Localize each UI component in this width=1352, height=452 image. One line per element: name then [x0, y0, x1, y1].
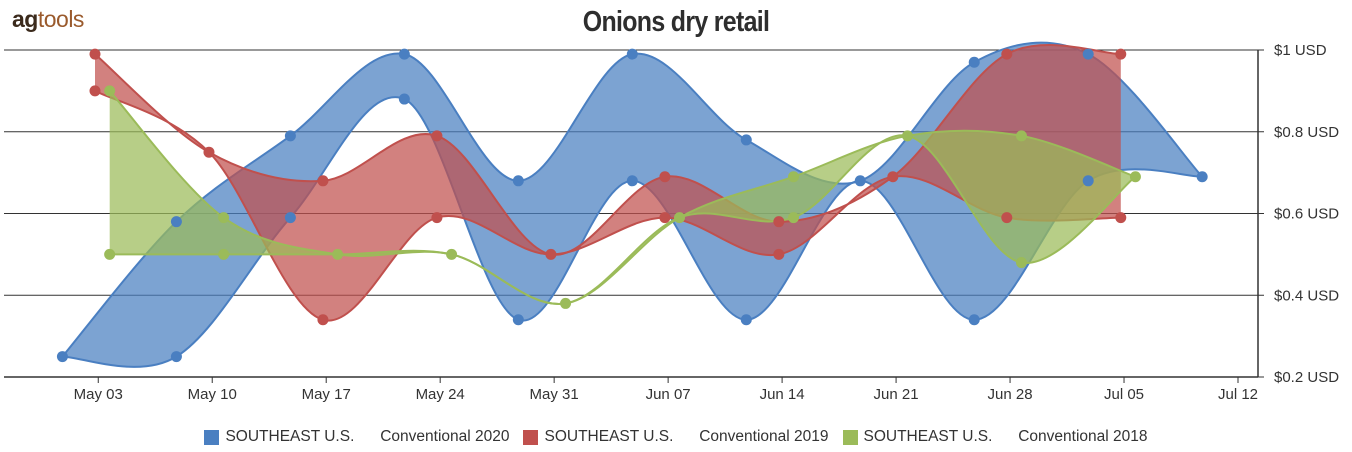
- series-2-low-line: [109, 134, 1137, 305]
- y-tick-label: $0.2 USD: [1274, 369, 1339, 386]
- series-2-low-point: [104, 248, 116, 260]
- series-0-low-point: [170, 351, 182, 363]
- y-tick-label: $1 USD: [1274, 42, 1327, 59]
- logo-part-ag: ag: [12, 6, 38, 32]
- series-1-high-line: [94, 44, 1121, 256]
- legend-swatch: [842, 429, 858, 445]
- series-0-high-point: [740, 134, 752, 146]
- series-1-low-point: [317, 314, 329, 326]
- x-tick-label: May 17: [302, 386, 351, 403]
- series-2-high-point: [901, 130, 913, 142]
- series-2-low-point: [218, 248, 230, 260]
- series-1-low-point: [431, 212, 443, 224]
- series-1-high-point: [887, 171, 899, 183]
- x-tick-label: Jun 14: [760, 386, 805, 403]
- series-0-high-point: [626, 48, 638, 60]
- legend-label: SOUTHEAST U.S. Conventional 2018: [863, 428, 1148, 445]
- x-tick-label: Jun 21: [874, 386, 919, 403]
- series-1-high-point: [1115, 48, 1127, 60]
- series-0-low-point: [968, 314, 980, 326]
- legend-swatch: [204, 429, 220, 445]
- legend-swatch: [523, 429, 539, 445]
- series-1-low-point: [659, 212, 671, 224]
- series-1-high-point: [317, 175, 329, 187]
- series-2-high-point: [446, 248, 458, 260]
- series-0-high-point: [170, 216, 182, 228]
- x-tick-label: May 03: [74, 386, 123, 403]
- series-0-low-point: [398, 93, 410, 105]
- series-0-high-point: [854, 175, 866, 187]
- y-tick-label: $0.6 USD: [1274, 206, 1339, 223]
- series-1-low-point: [773, 248, 785, 260]
- x-tick-label: May 31: [530, 386, 579, 403]
- series-1-high-point: [1001, 48, 1013, 60]
- x-tick-label: Jul 12: [1218, 386, 1258, 403]
- logo-part-tools: tools: [37, 6, 85, 32]
- series-2-high-point: [788, 171, 799, 183]
- series-1-high-point: [773, 216, 785, 228]
- x-tick-label: May 10: [188, 386, 237, 403]
- x-tick-label: Jun 28: [988, 386, 1033, 403]
- series-2-high-point: [674, 212, 686, 224]
- series-2-high-line: [108, 90, 1136, 305]
- agtools-logo[interactable]: agtools: [12, 6, 84, 33]
- y-tick-label: $0.4 USD: [1274, 287, 1339, 304]
- series-0-high-point: [284, 130, 296, 142]
- series-0-high-point: [512, 175, 524, 187]
- series-0-high-point: [1196, 171, 1208, 183]
- series-0-high-point: [398, 48, 410, 60]
- chart-legend: SOUTHEAST U.S. Conventional 2020 SOUTHEAS…: [0, 428, 1352, 446]
- x-tick-label: May 24: [416, 386, 465, 403]
- x-tick-label: Jul 05: [1104, 386, 1144, 403]
- series-0-low-point: [284, 212, 296, 224]
- series-2-low-point: [788, 212, 799, 224]
- series-0-area: [62, 42, 1203, 367]
- chart-title: Onions dry retail: [582, 6, 770, 38]
- series-0-high-point: [56, 351, 68, 363]
- legend-label: SOUTHEAST U.S. Conventional 2020: [225, 428, 510, 445]
- legend-label: SOUTHEAST U.S. Conventional 2019: [544, 428, 829, 445]
- legend-item-0[interactable]: SOUTHEAST U.S. Conventional 2020: [204, 428, 509, 446]
- legend-item-1[interactable]: SOUTHEAST U.S. Conventional 2019: [523, 428, 829, 446]
- series-2-low-point: [1015, 257, 1027, 269]
- series-2-high-point: [104, 85, 116, 97]
- series-1-high-point: [89, 48, 101, 60]
- series-0-high-line: [61, 41, 1203, 358]
- series-1-high-point: [659, 171, 671, 183]
- series-0-low-point: [1082, 175, 1094, 187]
- series-2-high-point: [560, 297, 572, 309]
- series-1-high-point: [545, 248, 557, 260]
- series-1-low-point: [1115, 212, 1127, 224]
- series-2-high-point: [332, 248, 344, 260]
- series-1-low-point: [1001, 212, 1013, 224]
- series-0-high-point: [968, 56, 980, 68]
- x-tick-label: Jun 07: [646, 386, 691, 403]
- series-0-high-point: [1082, 48, 1094, 60]
- series-0-low-point: [626, 175, 638, 187]
- series-0-low-point: [740, 314, 752, 326]
- series-2-high-point: [1129, 171, 1141, 183]
- series-0-low-point: [512, 314, 524, 326]
- legend-item-2[interactable]: SOUTHEAST U.S. Conventional 2018: [842, 428, 1148, 446]
- series-1-high-point: [203, 146, 215, 158]
- series-2-high-point: [1015, 130, 1027, 142]
- series-1-high-point: [431, 130, 443, 142]
- y-tick-label: $0.8 USD: [1274, 124, 1339, 141]
- series-2-high-point: [218, 212, 230, 224]
- series-1-low-point: [89, 85, 101, 97]
- series-1-area: [95, 45, 1121, 321]
